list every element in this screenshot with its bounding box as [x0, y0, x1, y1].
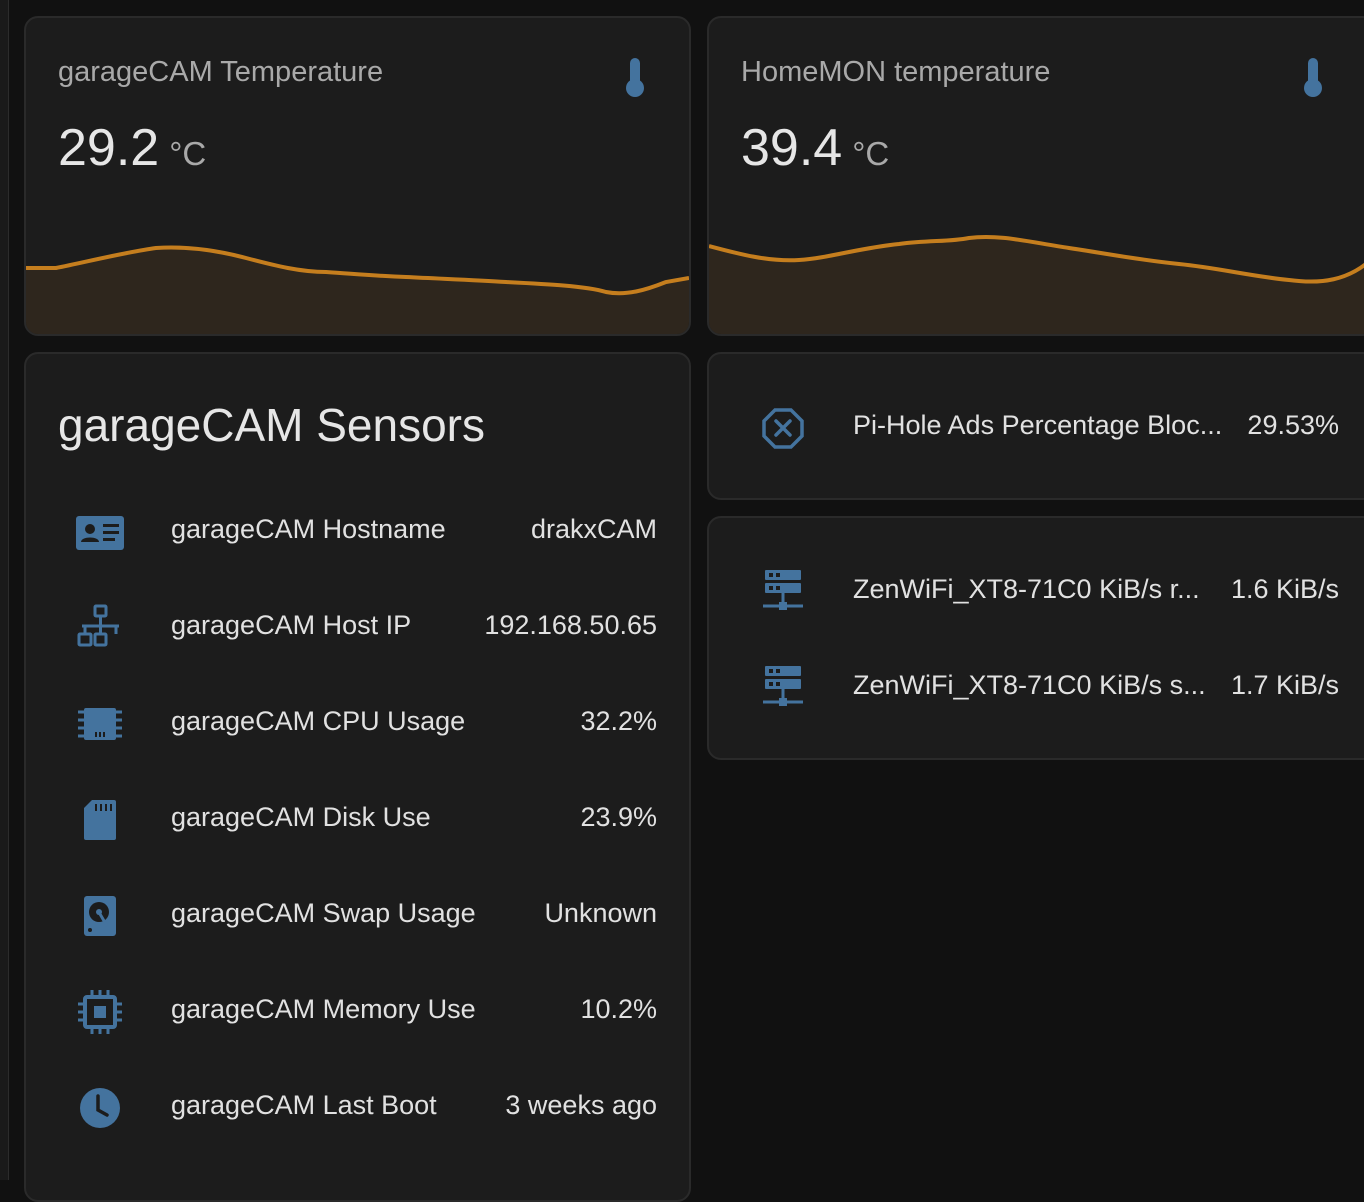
- graph-fill: [709, 236, 1364, 334]
- sidebar-edge: [0, 0, 9, 1180]
- entity-value: 23.9%: [580, 802, 657, 832]
- entity-label: garageCAM Hostname: [171, 514, 446, 544]
- entity-row-last-boot[interactable]: garageCAM Last Boot 3 weeks ago: [26, 1078, 689, 1138]
- card-name: garageCAM Temperature: [58, 56, 384, 88]
- server-network-icon: [763, 666, 803, 706]
- garagecam-sensors-card: garageCAM Sensors garageCAM Hostname dra…: [24, 352, 691, 1202]
- lan-icon: [77, 604, 119, 647]
- entity-row-cpu-usage[interactable]: garageCAM CPU Usage 32.2%: [26, 694, 689, 754]
- server-network-icon: [763, 570, 803, 610]
- entity-value: 29.53%: [1247, 410, 1339, 440]
- entity-label: garageCAM Memory Use: [171, 994, 476, 1024]
- badge-account-icon: [76, 516, 124, 550]
- graph-line: [709, 234, 1364, 284]
- memory-chip-icon: [78, 990, 122, 1034]
- temperature-unit: °C: [852, 135, 890, 172]
- card-title: garageCAM Sensors: [58, 399, 485, 451]
- entity-row-swap-usage[interactable]: garageCAM Swap Usage Unknown: [26, 886, 689, 946]
- entity-value: 1.7 KiB/s: [1230, 670, 1339, 700]
- temperature-history-graph: [26, 245, 689, 334]
- entity-value: 3 weeks ago: [505, 1090, 657, 1120]
- entity-label: garageCAM Last Boot: [171, 1090, 437, 1120]
- entity-row-pihole-ads-blocked[interactable]: Pi-Hole Ads Percentage Bloc... 29.53%: [709, 398, 1364, 458]
- entity-row-host-ip[interactable]: garageCAM Host IP 192.168.50.65: [26, 598, 689, 658]
- entity-value: 192.168.50.65: [484, 610, 657, 640]
- temperature-unit: °C: [169, 135, 207, 172]
- card-name: HomeMON temperature: [741, 56, 1051, 88]
- entity-value: 10.2%: [580, 994, 657, 1024]
- entity-row-hostname[interactable]: garageCAM Hostname drakxCAM: [26, 502, 689, 562]
- graph-fill: [26, 247, 689, 334]
- close-octagon-icon: [762, 408, 804, 449]
- entity-label: garageCAM CPU Usage: [171, 706, 466, 736]
- temperature-value: 39.4: [741, 119, 843, 177]
- entity-row-memory-use[interactable]: garageCAM Memory Use 10.2%: [26, 982, 689, 1042]
- entity-label: garageCAM Host IP: [171, 610, 412, 640]
- thermometer-icon: [1304, 58, 1322, 97]
- entity-row-network-received[interactable]: ZenWiFi_XT8-71C0 KiB/s r... 1.6 KiB/s: [709, 562, 1364, 622]
- entity-label: garageCAM Disk Use: [171, 802, 431, 832]
- clock-icon: [80, 1088, 120, 1128]
- entity-label: Pi-Hole Ads Percentage Bloc...: [853, 410, 1223, 440]
- entity-value: drakxCAM: [530, 514, 657, 544]
- card-reading: 39.4 °C: [741, 118, 889, 178]
- card-reading: 29.2 °C: [58, 118, 206, 178]
- entity-label: ZenWiFi_XT8-71C0 KiB/s r...: [853, 574, 1200, 604]
- pihole-card: Pi-Hole Ads Percentage Bloc... 29.53%: [707, 352, 1364, 500]
- cpu-chip-icon: [78, 708, 122, 740]
- graph-line: [26, 245, 689, 296]
- temperature-history-graph: [709, 234, 1364, 334]
- sd-card-icon: [84, 800, 116, 840]
- garagecam-temperature-card[interactable]: garageCAM Temperature 29.2 °C: [24, 16, 691, 336]
- homemon-temperature-card[interactable]: HomeMON temperature 39.4 °C: [707, 16, 1364, 336]
- entity-value: Unknown: [544, 898, 657, 928]
- entity-value: 32.2%: [580, 706, 657, 736]
- entity-label: garageCAM Swap Usage: [171, 898, 476, 928]
- entity-value: 1.6 KiB/s: [1230, 574, 1339, 604]
- network-card: ZenWiFi_XT8-71C0 KiB/s r... 1.6 KiB/s Ze…: [707, 516, 1364, 760]
- entity-label: ZenWiFi_XT8-71C0 KiB/s s...: [853, 670, 1206, 700]
- thermometer-icon: [626, 58, 644, 97]
- temperature-value: 29.2: [58, 119, 160, 177]
- entity-row-disk-use[interactable]: garageCAM Disk Use 23.9%: [26, 790, 689, 850]
- harddisk-icon: [84, 896, 116, 936]
- entity-row-network-sent[interactable]: ZenWiFi_XT8-71C0 KiB/s s... 1.7 KiB/s: [709, 658, 1364, 718]
